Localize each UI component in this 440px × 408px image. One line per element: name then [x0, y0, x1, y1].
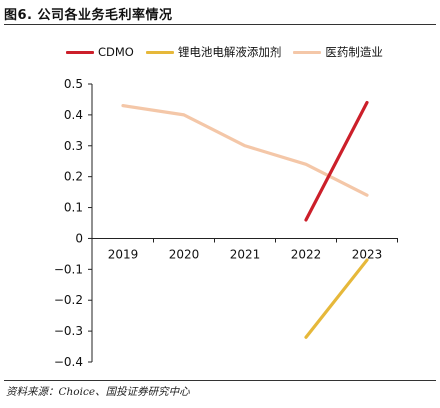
bottom-rule — [4, 380, 436, 381]
legend-item-battery: 锂电池电解液添加剂 — [145, 44, 282, 60]
figure-title: 图6. 公司各业务毛利率情况 — [4, 8, 173, 23]
source-note: 资料来源：Choice、国投证券研究中心 — [6, 386, 190, 398]
legend-swatch-battery — [145, 50, 174, 54]
x-tick-label: 2023 — [352, 247, 383, 261]
y-tick-label: 0.3 — [64, 139, 83, 153]
series-line-cdmo — [304, 100, 369, 222]
y-tick-label: 0.4 — [64, 108, 83, 122]
series-line-battery — [304, 258, 369, 339]
y-tick-label: −0.3 — [54, 324, 83, 338]
y-tick-label: −0.1 — [54, 262, 83, 276]
legend-swatch-cdmo — [66, 50, 94, 54]
title-rule — [4, 24, 436, 25]
x-tick-label: 2020 — [169, 247, 200, 261]
y-tick-label: −0.2 — [54, 293, 83, 307]
legend-label-cdmo: CDMO — [98, 45, 134, 59]
y-tick-label: 0.2 — [64, 170, 83, 184]
x-tick-label: 2021 — [230, 247, 261, 261]
y-tick-label: 0.5 — [64, 77, 83, 91]
y-tick-label: −0.4 — [54, 355, 83, 369]
x-tick-label: 2019 — [108, 247, 139, 261]
y-tick-label: 0.1 — [64, 201, 83, 215]
x-tick-label: 2022 — [291, 247, 322, 261]
chart-legend: CDMO 锂电池电解液添加剂 医药制造业 — [66, 44, 395, 60]
legend-label-pharma: 医药制造业 — [325, 45, 383, 59]
legend-swatch-pharma — [293, 50, 322, 54]
legend-item-cdmo: CDMO — [66, 45, 134, 59]
legend-label-battery: 锂电池电解液添加剂 — [177, 45, 282, 59]
y-tick-label: 0 — [75, 231, 83, 245]
legend-item-pharma: 医药制造业 — [293, 44, 383, 60]
series-line-pharma — [121, 104, 369, 197]
